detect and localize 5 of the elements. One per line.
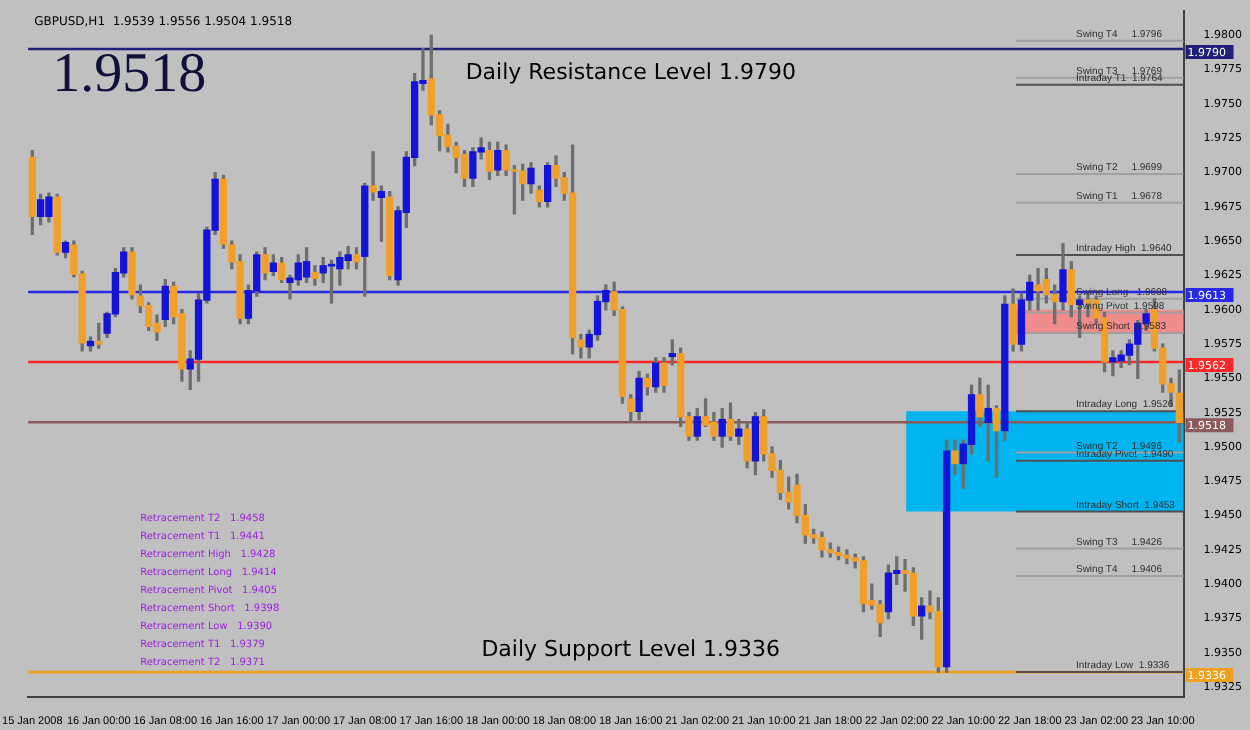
candlestick [1034, 267, 1042, 311]
annotation: Daily Resistance Level 1.9790 [465, 59, 796, 86]
annotation: Daily Support Level 1.9336 [481, 636, 781, 663]
candlestick [1109, 350, 1117, 377]
annotation: 1.9518 [52, 42, 207, 105]
